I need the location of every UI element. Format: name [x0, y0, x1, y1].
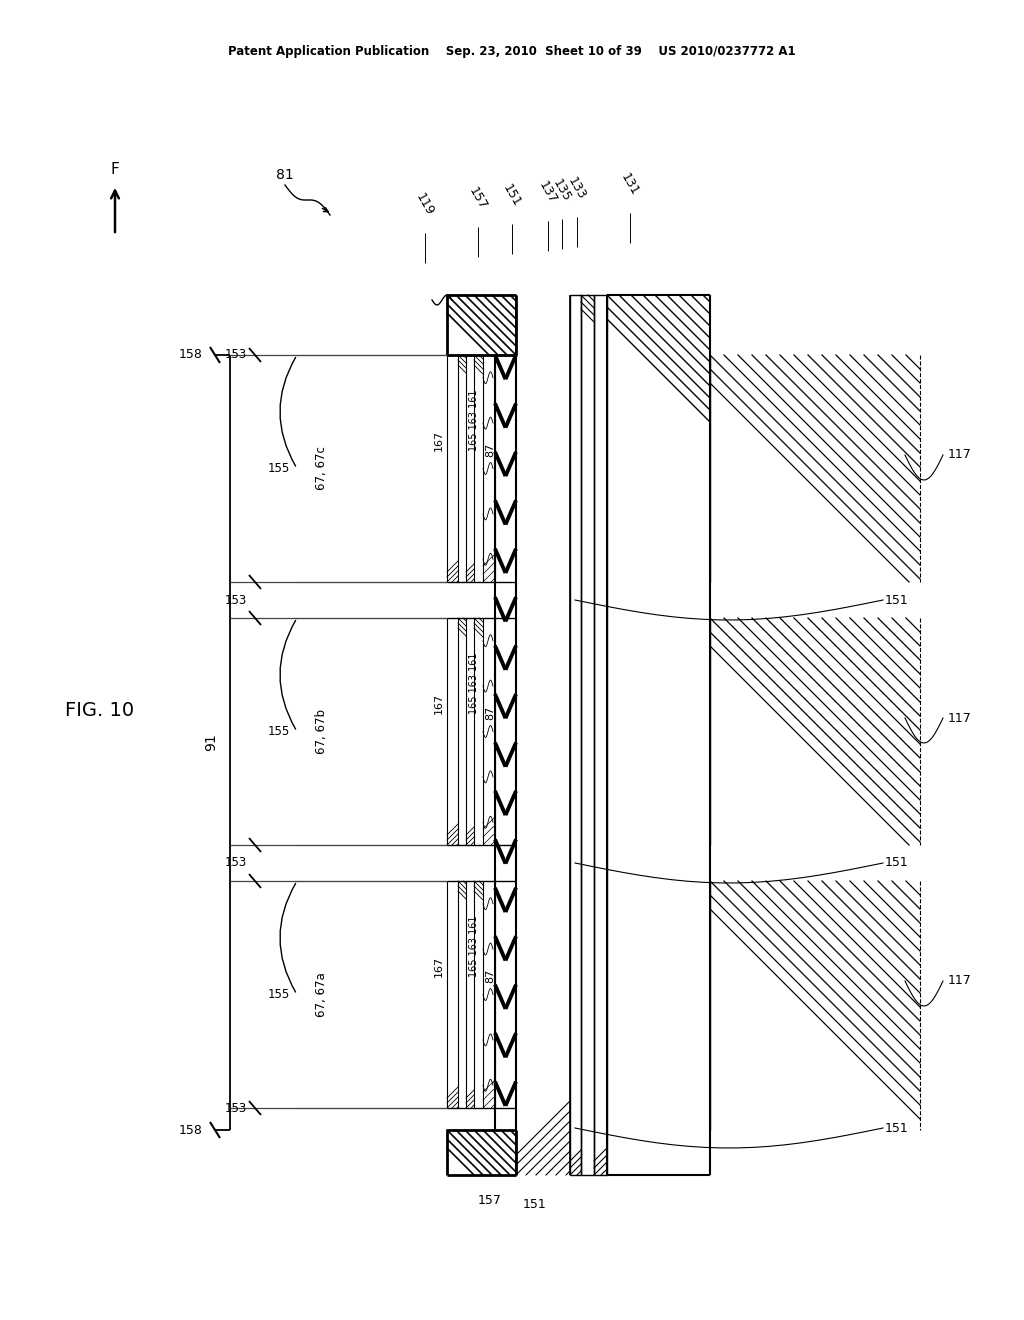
Text: 153: 153 [224, 1101, 247, 1114]
Text: 91: 91 [204, 734, 218, 751]
Text: 165 163 161: 165 163 161 [469, 915, 479, 977]
Text: 158: 158 [179, 1123, 203, 1137]
Text: 151: 151 [885, 1122, 908, 1134]
Text: 117: 117 [948, 974, 972, 987]
Text: F: F [111, 162, 120, 177]
Text: 153: 153 [224, 857, 247, 870]
Text: 155: 155 [267, 987, 290, 1001]
Text: 117: 117 [948, 449, 972, 462]
Text: 117: 117 [948, 711, 972, 725]
Text: 157: 157 [466, 185, 489, 213]
Text: 165 163 161: 165 163 161 [469, 652, 479, 714]
Text: Patent Application Publication    Sep. 23, 2010  Sheet 10 of 39    US 2010/02377: Patent Application Publication Sep. 23, … [228, 45, 796, 58]
Text: 155: 155 [267, 725, 290, 738]
Text: 167: 167 [434, 956, 444, 977]
Text: 137: 137 [537, 180, 559, 206]
Text: 167: 167 [434, 693, 444, 714]
Text: 119: 119 [414, 191, 436, 218]
Text: FIG. 10: FIG. 10 [66, 701, 134, 719]
Text: 155: 155 [267, 462, 290, 475]
Text: 151: 151 [523, 1199, 547, 1212]
Text: 87: 87 [485, 706, 495, 721]
Text: 151: 151 [885, 857, 908, 870]
Text: 87: 87 [485, 969, 495, 983]
Text: 67, 67c: 67, 67c [315, 446, 328, 491]
Text: 167: 167 [434, 429, 444, 450]
Text: 135: 135 [551, 177, 573, 205]
Text: 133: 133 [565, 176, 589, 202]
Text: 158: 158 [179, 348, 203, 362]
Text: 131: 131 [618, 172, 641, 198]
Text: 151: 151 [885, 594, 908, 606]
Text: 81: 81 [276, 168, 294, 182]
Text: 153: 153 [224, 348, 247, 362]
Text: 157: 157 [478, 1193, 502, 1206]
Text: 67, 67a: 67, 67a [315, 972, 328, 1016]
Text: 87: 87 [485, 444, 495, 457]
Text: 67, 67b: 67, 67b [315, 709, 328, 754]
Text: 153: 153 [224, 594, 247, 606]
Text: 151: 151 [501, 182, 523, 209]
Text: 165 163 161: 165 163 161 [469, 389, 479, 450]
